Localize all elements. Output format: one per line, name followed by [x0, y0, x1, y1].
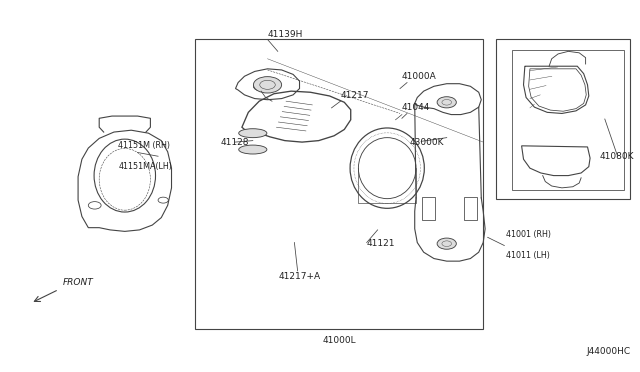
Circle shape — [437, 97, 456, 108]
Circle shape — [437, 238, 456, 249]
Text: 41121: 41121 — [366, 239, 395, 248]
Text: J44000HC: J44000HC — [586, 347, 630, 356]
Text: 41151M (RH): 41151M (RH) — [118, 141, 170, 150]
Text: 41080K: 41080K — [599, 152, 634, 161]
Text: 41044: 41044 — [402, 103, 430, 112]
Circle shape — [253, 77, 282, 93]
Text: 41217+A: 41217+A — [278, 272, 321, 281]
Text: 41011 (LH): 41011 (LH) — [506, 251, 550, 260]
Text: FRONT: FRONT — [63, 278, 93, 287]
Text: 41001 (RH): 41001 (RH) — [506, 230, 550, 239]
Text: 41139H: 41139H — [268, 30, 303, 39]
Text: 41217: 41217 — [340, 91, 369, 100]
Ellipse shape — [239, 145, 267, 154]
Text: 41151MA(LH): 41151MA(LH) — [118, 162, 172, 171]
Circle shape — [253, 82, 269, 91]
Ellipse shape — [239, 129, 267, 138]
Text: 41000L: 41000L — [323, 336, 356, 344]
Text: 41128: 41128 — [221, 138, 250, 147]
Text: 41000A: 41000A — [402, 72, 436, 81]
Text: 43000K: 43000K — [410, 138, 444, 147]
